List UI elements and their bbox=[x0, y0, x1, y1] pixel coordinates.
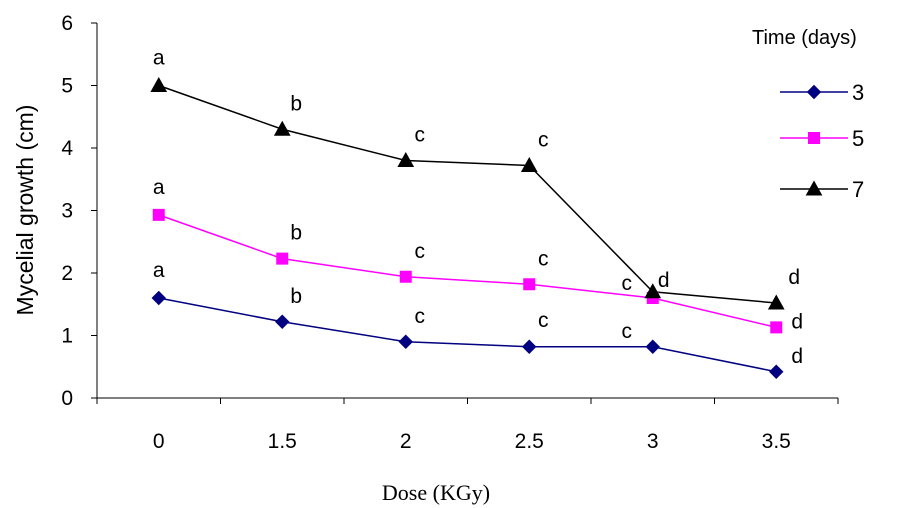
x-tick-label: 1.5 bbox=[268, 430, 297, 453]
significance-letter: c bbox=[622, 320, 633, 343]
data-point-series-5 bbox=[399, 270, 412, 283]
y-tick-label: 0 bbox=[61, 387, 73, 410]
axes bbox=[91, 22, 839, 404]
legend-title: Time (days) bbox=[752, 27, 857, 49]
x-tick-label: 3 bbox=[647, 430, 659, 453]
significance-letter: c bbox=[415, 305, 426, 328]
significance-letter: c bbox=[538, 129, 549, 152]
data-point-series-7 bbox=[150, 76, 168, 92]
significance-letter: a bbox=[153, 176, 165, 199]
y-tick-label: 4 bbox=[61, 137, 73, 160]
legend-marker-3 bbox=[806, 84, 822, 100]
significance-letter: b bbox=[290, 92, 302, 115]
legend-marker-7 bbox=[805, 180, 823, 196]
data-point-series-5 bbox=[523, 278, 536, 291]
significance-letter: a bbox=[153, 47, 165, 70]
data-point-series-3 bbox=[398, 334, 413, 349]
series-line-7 bbox=[158, 84, 777, 304]
significance-letter: d bbox=[791, 310, 803, 333]
x-tick-labels: 0 1.5 2 2.5 3 3.5 bbox=[153, 430, 791, 453]
data-point-series-5 bbox=[770, 321, 783, 334]
x-tick-label: 2.5 bbox=[515, 430, 544, 453]
data-point-series-3 bbox=[522, 339, 537, 354]
y-tick-label: 5 bbox=[61, 75, 73, 98]
y-tick-label: 3 bbox=[61, 200, 73, 223]
legend-marker-5 bbox=[808, 132, 820, 144]
data-point-series-7 bbox=[767, 294, 785, 310]
data-point-series-3 bbox=[769, 364, 784, 379]
x-tick-label: 2 bbox=[400, 430, 412, 453]
y-tick-label: 2 bbox=[61, 262, 73, 285]
significance-letter: a bbox=[153, 259, 165, 282]
significance-letter: c bbox=[415, 240, 426, 263]
series-lines bbox=[158, 84, 777, 373]
significance-letter: c bbox=[538, 309, 549, 332]
y-tick-label: 1 bbox=[61, 325, 73, 348]
y-tick-label: 6 bbox=[61, 12, 73, 35]
y-axis-title: Mycelial growth (cm) bbox=[12, 105, 38, 316]
series-line-5 bbox=[158, 214, 777, 329]
x-tick-label: 3.5 bbox=[762, 430, 791, 453]
significance-letter: c bbox=[538, 247, 549, 270]
data-point-series-7 bbox=[273, 120, 291, 136]
legend-label-5: 5 bbox=[852, 126, 864, 151]
significance-letter: d bbox=[791, 345, 803, 368]
data-point-series-7 bbox=[520, 156, 538, 172]
data-point-series-3 bbox=[151, 290, 166, 306]
y-tick-labels: 0 1 2 3 4 5 6 bbox=[61, 12, 73, 410]
data-point-series-7 bbox=[644, 283, 662, 299]
x-axis-title: Dose (KGy) bbox=[382, 480, 490, 505]
significance-letter: b bbox=[290, 285, 302, 308]
significance-letter: c bbox=[622, 272, 633, 295]
data-point-series-5 bbox=[152, 208, 165, 221]
legend: Time (days) 3 5 7 bbox=[752, 27, 864, 202]
series-line-3 bbox=[158, 297, 777, 373]
legend-label-3: 3 bbox=[852, 80, 864, 105]
significance-letter: d bbox=[658, 269, 670, 292]
x-tick-label: 0 bbox=[153, 430, 165, 453]
significance-letter: d bbox=[788, 266, 800, 289]
data-point-series-3 bbox=[645, 339, 660, 354]
series-markers bbox=[150, 76, 785, 379]
significance-letter: c bbox=[415, 124, 426, 147]
data-point-series-3 bbox=[275, 314, 290, 329]
data-point-series-5 bbox=[276, 252, 289, 265]
legend-label-7: 7 bbox=[852, 177, 864, 202]
significance-letter: b bbox=[290, 222, 302, 245]
data-point-series-7 bbox=[397, 151, 415, 167]
